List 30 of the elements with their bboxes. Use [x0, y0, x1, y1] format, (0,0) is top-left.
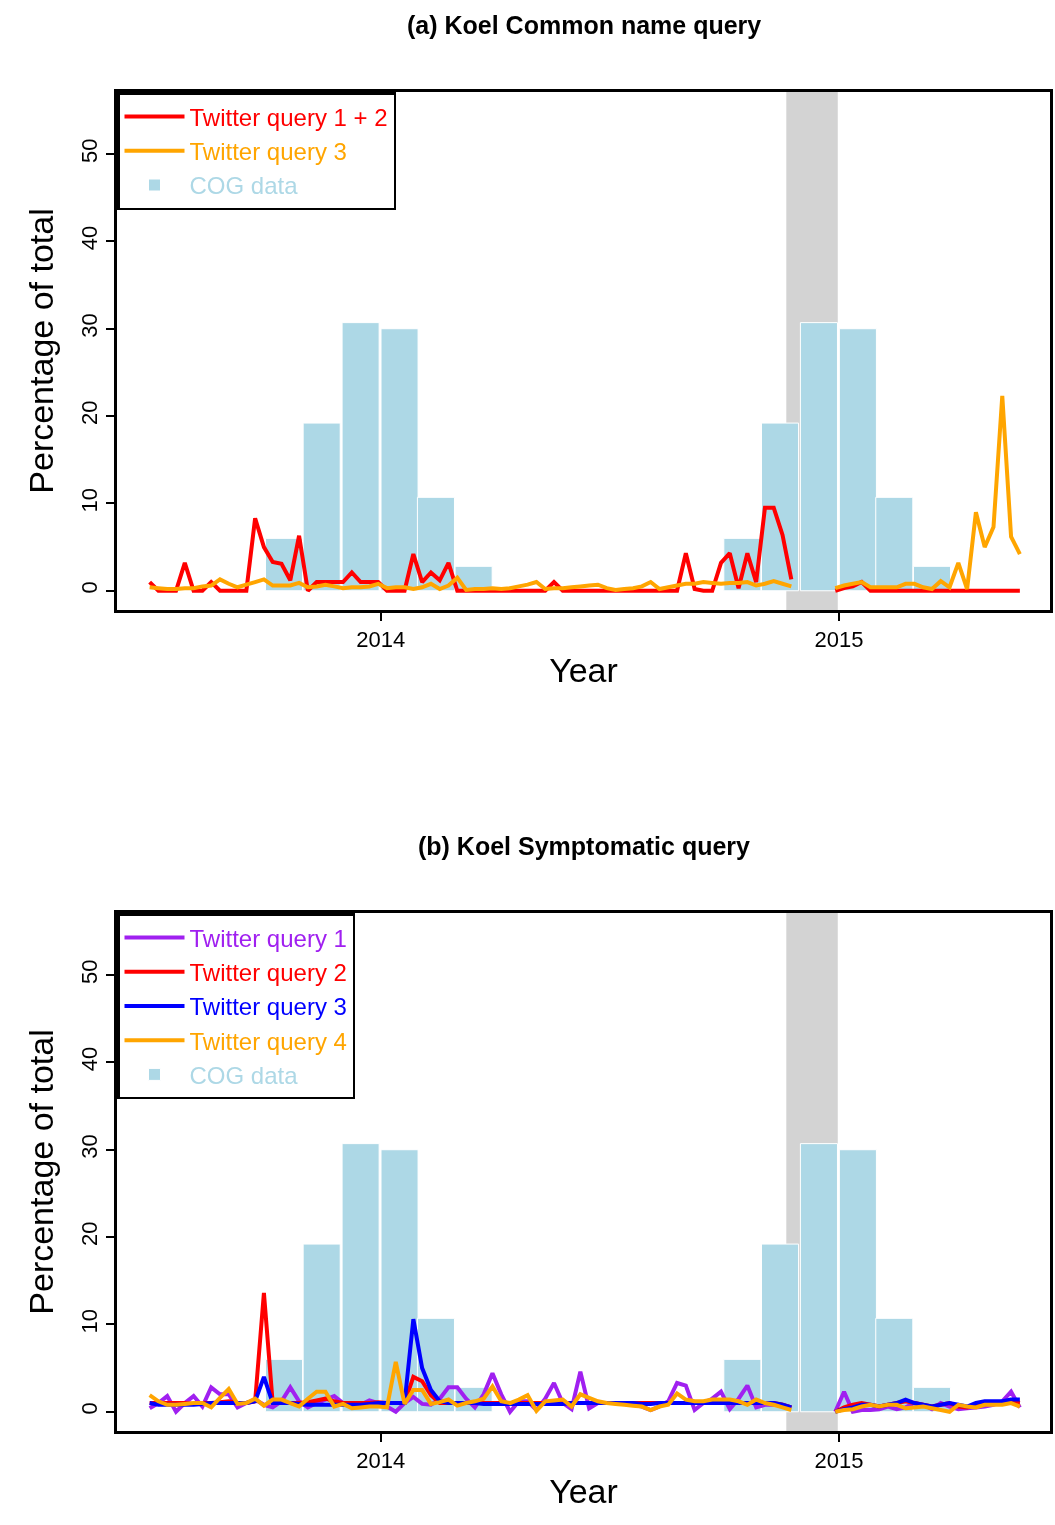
y-tick-label: 50 — [77, 959, 103, 984]
legend-label: COG data — [189, 1061, 299, 1089]
x-tick-label: 2014 — [356, 627, 406, 653]
x-axis-title: Year — [549, 1472, 618, 1511]
x-tick-label: 2014 — [356, 1448, 406, 1474]
x-axis-title: Year — [549, 651, 618, 690]
y-tick-label: 40 — [77, 1046, 103, 1072]
y-tick-label: 10 — [77, 1308, 103, 1334]
legend-label: Twitter query 1 + 2 — [189, 103, 388, 131]
legend-label: Twitter query 3 — [189, 138, 347, 166]
legend-label: Twitter query 2 — [189, 959, 347, 987]
y-tick-label: 0 — [77, 1402, 103, 1415]
y-axis-title: Percentage of total — [22, 208, 61, 494]
y-tick-label: 10 — [77, 487, 103, 513]
chart-title: (a) Koel Common name query — [407, 11, 762, 39]
x-tick-label: 2015 — [814, 627, 864, 653]
y-tick-label: 20 — [77, 1221, 103, 1247]
legend-label: Twitter query 1 — [189, 924, 347, 952]
y-tick-label: 40 — [77, 225, 103, 251]
y-tick-label: 0 — [77, 581, 103, 594]
y-tick-label: 30 — [77, 1134, 103, 1159]
y-tick-label: 50 — [77, 138, 103, 163]
legend-label: Twitter query 4 — [189, 1027, 347, 1055]
x-tick-label: 2015 — [814, 1448, 864, 1474]
y-tick-label: 20 — [77, 400, 103, 426]
y-axis-title: Percentage of total — [22, 1029, 61, 1315]
chart-title: (b) Koel Symptomatic query — [418, 832, 751, 860]
legend-label: Twitter query 3 — [189, 993, 347, 1021]
legend-label: COG data — [189, 172, 299, 200]
y-tick-label: 30 — [77, 313, 103, 338]
